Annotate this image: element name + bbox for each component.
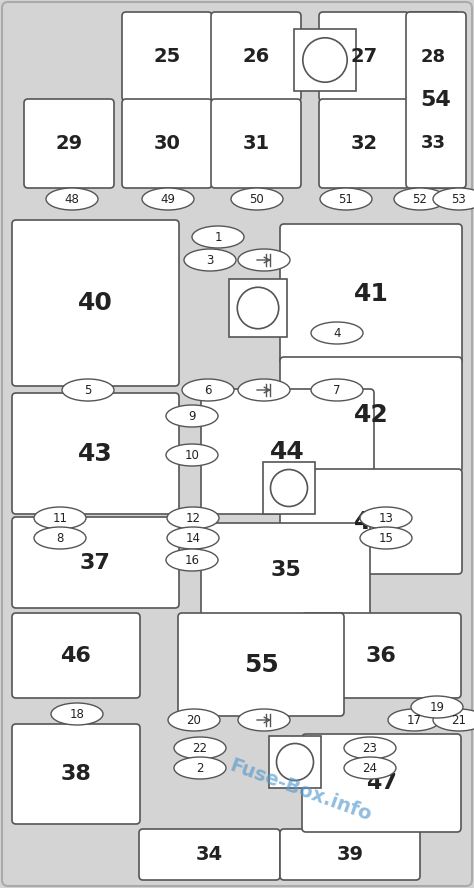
- Ellipse shape: [174, 757, 226, 779]
- Text: 33: 33: [421, 134, 446, 153]
- Text: 6: 6: [204, 384, 212, 397]
- Text: 51: 51: [338, 193, 354, 205]
- Ellipse shape: [360, 527, 412, 549]
- Ellipse shape: [182, 379, 234, 401]
- Ellipse shape: [394, 188, 446, 210]
- Text: 5: 5: [84, 384, 91, 397]
- Text: 48: 48: [64, 193, 80, 205]
- Text: 45: 45: [354, 510, 388, 534]
- Ellipse shape: [166, 444, 218, 466]
- Ellipse shape: [238, 709, 290, 731]
- Text: 55: 55: [244, 653, 278, 677]
- Ellipse shape: [360, 507, 412, 529]
- Ellipse shape: [184, 249, 236, 271]
- Ellipse shape: [433, 188, 474, 210]
- Text: 10: 10: [184, 448, 200, 462]
- Text: 36: 36: [366, 646, 397, 665]
- Text: 4: 4: [333, 327, 341, 339]
- FancyBboxPatch shape: [406, 12, 466, 188]
- FancyBboxPatch shape: [178, 613, 344, 716]
- FancyBboxPatch shape: [407, 12, 460, 101]
- Ellipse shape: [166, 549, 218, 571]
- FancyBboxPatch shape: [12, 517, 179, 608]
- Ellipse shape: [320, 188, 372, 210]
- Text: 39: 39: [337, 845, 364, 864]
- FancyBboxPatch shape: [12, 393, 179, 514]
- Ellipse shape: [46, 188, 98, 210]
- Text: 47: 47: [366, 773, 397, 793]
- Text: 13: 13: [379, 511, 393, 525]
- Text: 40: 40: [78, 291, 113, 315]
- FancyBboxPatch shape: [12, 613, 140, 698]
- Text: 9: 9: [188, 409, 196, 423]
- Text: 46: 46: [61, 646, 91, 665]
- Ellipse shape: [311, 379, 363, 401]
- Ellipse shape: [433, 709, 474, 731]
- Text: 15: 15: [379, 532, 393, 544]
- FancyBboxPatch shape: [280, 224, 462, 364]
- FancyBboxPatch shape: [294, 29, 356, 91]
- Ellipse shape: [231, 188, 283, 210]
- Ellipse shape: [174, 737, 226, 759]
- Ellipse shape: [34, 527, 86, 549]
- Ellipse shape: [192, 226, 244, 248]
- Text: 28: 28: [421, 47, 446, 66]
- FancyBboxPatch shape: [302, 734, 461, 832]
- Text: 21: 21: [452, 713, 466, 726]
- FancyBboxPatch shape: [24, 99, 114, 188]
- Text: 54: 54: [420, 90, 451, 110]
- Text: 43: 43: [78, 441, 113, 465]
- Text: 49: 49: [161, 193, 175, 205]
- Text: 23: 23: [363, 741, 377, 755]
- Text: 37: 37: [80, 552, 111, 573]
- Text: 11: 11: [53, 511, 67, 525]
- FancyBboxPatch shape: [229, 279, 287, 337]
- FancyBboxPatch shape: [280, 357, 462, 472]
- Text: 25: 25: [154, 47, 181, 66]
- FancyBboxPatch shape: [319, 12, 409, 101]
- Ellipse shape: [142, 188, 194, 210]
- Text: 17: 17: [407, 713, 421, 726]
- Text: 50: 50: [250, 193, 264, 205]
- FancyBboxPatch shape: [122, 12, 212, 101]
- FancyBboxPatch shape: [122, 99, 212, 188]
- Ellipse shape: [344, 737, 396, 759]
- Text: 53: 53: [452, 193, 466, 205]
- FancyBboxPatch shape: [12, 724, 140, 824]
- FancyBboxPatch shape: [211, 12, 301, 101]
- FancyBboxPatch shape: [302, 613, 461, 698]
- Text: 12: 12: [185, 511, 201, 525]
- FancyBboxPatch shape: [280, 829, 420, 880]
- FancyBboxPatch shape: [280, 469, 462, 574]
- Ellipse shape: [62, 379, 114, 401]
- Text: 31: 31: [242, 134, 270, 153]
- Text: 29: 29: [55, 134, 82, 153]
- Text: 41: 41: [354, 282, 388, 306]
- Text: 20: 20: [187, 713, 201, 726]
- Text: 18: 18: [70, 708, 84, 720]
- Ellipse shape: [51, 703, 103, 725]
- Text: 26: 26: [242, 47, 270, 66]
- Ellipse shape: [238, 379, 290, 401]
- Ellipse shape: [34, 507, 86, 529]
- FancyBboxPatch shape: [269, 736, 321, 788]
- Text: 52: 52: [412, 193, 428, 205]
- FancyBboxPatch shape: [139, 829, 280, 880]
- Text: 22: 22: [192, 741, 208, 755]
- Text: 42: 42: [354, 402, 388, 426]
- Text: 34: 34: [196, 845, 223, 864]
- Text: 30: 30: [154, 134, 181, 153]
- Ellipse shape: [167, 527, 219, 549]
- FancyBboxPatch shape: [201, 389, 374, 514]
- FancyBboxPatch shape: [12, 220, 179, 386]
- Text: 1: 1: [214, 231, 222, 243]
- Text: 38: 38: [61, 764, 91, 784]
- Text: 3: 3: [206, 253, 214, 266]
- Ellipse shape: [388, 709, 440, 731]
- Text: 7: 7: [333, 384, 341, 397]
- Ellipse shape: [168, 709, 220, 731]
- Ellipse shape: [166, 405, 218, 427]
- Text: Fuse-Box.info: Fuse-Box.info: [227, 756, 374, 825]
- FancyBboxPatch shape: [201, 523, 370, 617]
